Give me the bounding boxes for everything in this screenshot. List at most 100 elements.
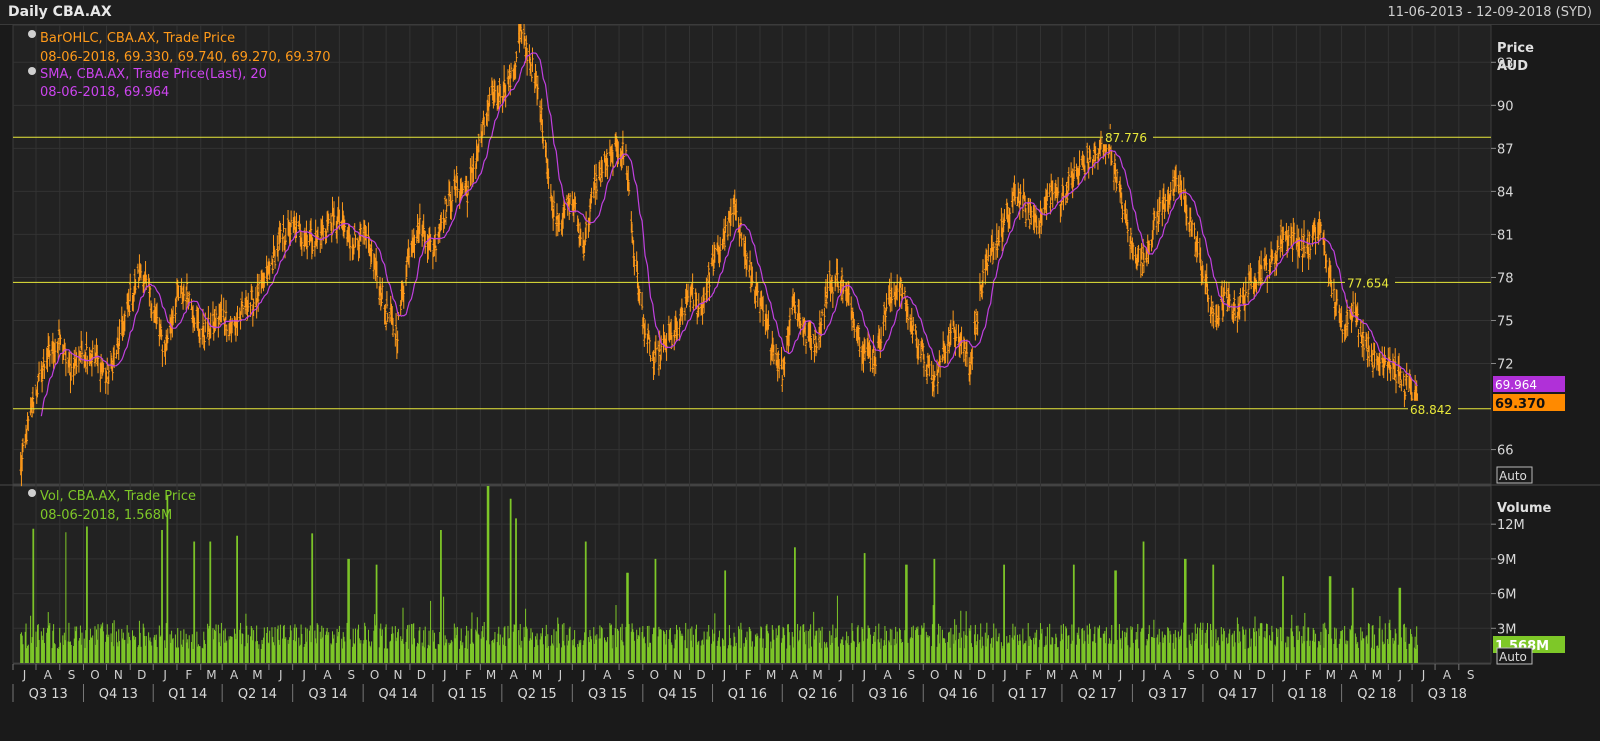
level-label-bg xyxy=(1408,400,1458,416)
legend-toggle-icon[interactable] xyxy=(28,489,36,497)
price-bar xyxy=(86,355,89,375)
price-tick-label: 78 xyxy=(1497,271,1514,286)
volume-auto-scale-button[interactable] xyxy=(1496,647,1533,665)
price-bar xyxy=(1099,130,1103,150)
volume-panel[interactable] xyxy=(12,485,1492,664)
month-tick-label: M xyxy=(532,668,542,682)
sma-price-tag-label: 69.964 xyxy=(1495,378,1537,392)
price-bar xyxy=(1155,211,1159,235)
price-bar xyxy=(1303,244,1307,258)
price-tick-label: 93 xyxy=(1497,56,1514,71)
price-bar xyxy=(936,370,940,395)
price-bar xyxy=(636,260,639,289)
price-bar xyxy=(692,299,695,311)
legend-toggle-icon[interactable] xyxy=(28,30,36,38)
price-bar xyxy=(1367,345,1371,367)
volume-tick-label: 3M xyxy=(1497,622,1517,637)
price-bar xyxy=(996,243,999,258)
price-bar xyxy=(487,100,491,122)
price-bar xyxy=(1115,168,1119,184)
quarter-tick-label: Q1 14 xyxy=(168,687,207,702)
price-bar xyxy=(348,235,352,261)
price-bar xyxy=(1220,280,1224,311)
price-bar xyxy=(841,280,844,304)
price-bar xyxy=(823,286,827,308)
price-bar xyxy=(1215,304,1218,331)
price-bar xyxy=(974,308,978,322)
price-bar xyxy=(593,164,596,191)
price-bar xyxy=(898,282,901,307)
price-bar xyxy=(643,323,646,347)
month-tick-label: M xyxy=(206,668,216,682)
price-bar xyxy=(910,307,913,335)
price-bar xyxy=(917,339,920,360)
quarter-tick-label: Q2 17 xyxy=(1078,687,1117,702)
price-bar xyxy=(930,360,933,381)
month-tick-label: J xyxy=(162,668,167,682)
price-bar xyxy=(565,194,569,202)
price-bar xyxy=(826,274,829,299)
price-bar xyxy=(112,345,116,369)
price-panel[interactable] xyxy=(12,24,1492,485)
price-bar xyxy=(1121,205,1124,223)
price-bar xyxy=(193,317,196,331)
price-bar xyxy=(313,241,317,257)
price-bar xyxy=(391,317,395,337)
month-tick-label: M xyxy=(1046,668,1056,682)
price-bar xyxy=(129,273,132,302)
price-bar xyxy=(1302,220,1306,243)
price-bar xyxy=(1196,231,1199,258)
price-bar xyxy=(220,294,223,323)
price-bar xyxy=(488,87,491,107)
price-auto-scale-button[interactable] xyxy=(1496,466,1533,484)
price-bar xyxy=(686,283,690,303)
price-bar xyxy=(577,218,580,234)
price-bar xyxy=(171,306,175,326)
price-bar xyxy=(422,214,425,235)
price-bar xyxy=(31,386,35,408)
price-bar xyxy=(740,232,743,247)
price-bar xyxy=(42,349,45,368)
price-bar xyxy=(1128,236,1132,260)
month-tick-label: O xyxy=(1210,668,1219,682)
price-bar xyxy=(378,276,382,296)
price-bar xyxy=(1259,250,1263,270)
price-bar xyxy=(493,80,497,103)
month-tick-label: J xyxy=(1002,668,1007,682)
quarter-tick-label: Q3 13 xyxy=(29,687,68,702)
price-bar xyxy=(558,213,561,232)
price-bar xyxy=(1002,219,1005,233)
volume-tick-label: 9M xyxy=(1497,553,1517,568)
price-bar xyxy=(306,234,309,260)
price-bar xyxy=(241,304,245,318)
month-tick-label: S xyxy=(347,668,355,682)
month-tick-label: J xyxy=(861,668,866,682)
month-tick-label: J xyxy=(278,668,283,682)
chart-canvas[interactable]: 87.776 77.654 68.842 BarOHLC, CBA.AX, Trad… xyxy=(0,24,1600,741)
price-bar xyxy=(799,320,802,335)
price-bar xyxy=(388,312,392,323)
price-bar xyxy=(1193,222,1196,240)
month-tick-label: J xyxy=(581,668,586,682)
price-bar xyxy=(1398,371,1402,388)
month-tick-label: S xyxy=(68,668,76,682)
price-bar xyxy=(53,338,57,365)
month-tick-label: J xyxy=(1282,668,1287,682)
price-bar xyxy=(1048,183,1051,197)
price-bar xyxy=(758,297,762,323)
price-bar xyxy=(590,187,593,204)
price-bar xyxy=(105,370,108,383)
price-bar xyxy=(912,316,915,331)
price-bar xyxy=(621,130,625,159)
price-bar xyxy=(724,216,727,233)
price-axis: Price AUD 93 90 87 84 81 78 75 72 66 69.964 69.3… xyxy=(1491,41,1565,484)
title-bar: Daily CBA.AX 11-06-2013 - 12-09-2018 (SY… xyxy=(0,0,1600,25)
price-bar xyxy=(1307,246,1310,270)
legend-toggle-icon[interactable] xyxy=(28,67,36,75)
price-bar xyxy=(1295,237,1298,250)
level-label-bg xyxy=(1103,129,1153,145)
price-bar xyxy=(794,304,797,320)
price-bar xyxy=(1158,190,1162,212)
quarter-tick-label: Q1 16 xyxy=(728,687,767,702)
price-bar xyxy=(1233,290,1236,312)
